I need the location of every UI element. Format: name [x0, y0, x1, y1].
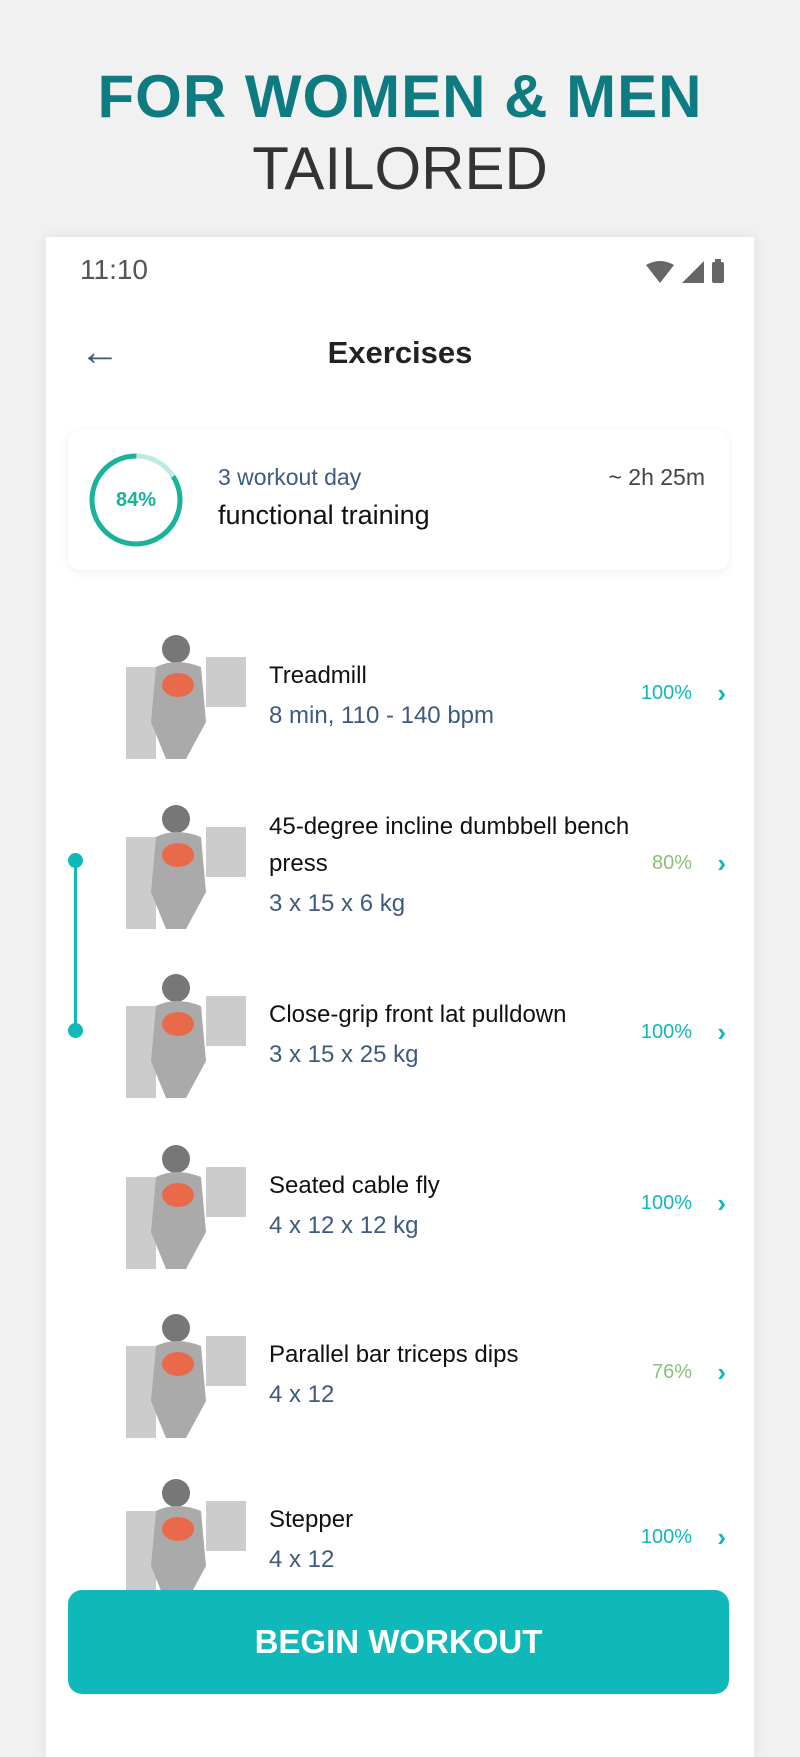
chevron-right-icon: ›: [717, 1522, 726, 1552]
chevron-right-icon: ›: [717, 1188, 726, 1218]
wifi-icon: [646, 261, 674, 283]
exercise-name: Close-grip front lat pulldown: [269, 1000, 567, 1028]
chevron-right-icon: ›: [717, 1017, 726, 1047]
exercise-detail: 4 x 12: [269, 1545, 335, 1573]
chevron-right-icon: ›: [717, 848, 726, 878]
workout-subtitle: 3 workout day: [218, 464, 362, 490]
exercise-row[interactable]: Parallel bar triceps dips 4 x 12 76% ›: [46, 1302, 754, 1442]
exercise-percent: 100%: [640, 1192, 692, 1214]
status-icons: [646, 259, 724, 283]
exercise-percent: 100%: [640, 682, 692, 704]
exercise-detail: 4 x 12 x 12 kg: [269, 1211, 419, 1239]
exercise-name: 45-degree incline dumbbell bench press: [269, 813, 630, 877]
exercise-image: [116, 966, 252, 1098]
status-time: 11:10: [80, 254, 148, 285]
exercise-percent: 76%: [651, 1361, 692, 1383]
superset-line: [74, 860, 77, 1030]
exercise-detail: 8 min, 110 - 140 bpm: [269, 701, 495, 729]
phone-screen: 11:10 ← Exercises 84% 3 workout day ~ 2h…: [46, 237, 754, 1757]
headline-line2: TAILORED: [252, 135, 548, 202]
arrow-left-icon[interactable]: ←: [80, 330, 120, 374]
exercise-name: Stepper: [269, 1505, 354, 1533]
exercise-row[interactable]: Treadmill 8 min, 110 - 140 bpm 100% ›: [46, 623, 754, 763]
page-title: Exercises: [327, 335, 473, 370]
superset-dot-start: [68, 853, 83, 868]
exercise-percent: 100%: [640, 1526, 692, 1548]
workout-summary-card: 84% 3 workout day ~ 2h 25m functional tr…: [68, 430, 729, 570]
exercise-image: [116, 627, 252, 759]
exercise-detail: 4 x 12: [269, 1380, 335, 1408]
battery-icon: [712, 259, 724, 283]
begin-workout-button[interactable]: BEGIN WORKOUT: [68, 1590, 729, 1694]
workout-name: functional training: [218, 500, 430, 530]
exercise-row[interactable]: Seated cable fly 4 x 12 x 12 kg 100% ›: [46, 1133, 754, 1273]
exercise-row[interactable]: 45-degree incline dumbbell bench press 3…: [46, 793, 754, 933]
chevron-right-icon: ›: [717, 1357, 726, 1387]
exercise-name: Parallel bar triceps dips: [269, 1340, 519, 1368]
exercise-detail: 3 x 15 x 6 kg: [269, 890, 406, 917]
exercise-detail: 3 x 15 x 25 kg: [269, 1040, 419, 1068]
exercise-image: [116, 797, 252, 929]
exercise-name: Treadmill: [269, 661, 367, 689]
progress-ring: [89, 453, 183, 547]
exercise-name: Seated cable fly: [269, 1171, 440, 1199]
exercise-image: [116, 1471, 252, 1603]
exercise-image: [116, 1137, 252, 1269]
exercise-image: [116, 1306, 252, 1438]
headline-line1: FOR WOMEN & MEN: [97, 63, 703, 130]
workout-duration: ~ 2h 25m: [608, 464, 705, 490]
progress-percent: 84%: [115, 489, 157, 511]
exercise-percent: 80%: [651, 852, 692, 874]
signal-icon: [682, 261, 704, 283]
exercise-row[interactable]: Close-grip front lat pulldown 3 x 15 x 2…: [46, 962, 754, 1102]
superset-dot-end: [68, 1023, 83, 1038]
exercise-percent: 100%: [640, 1021, 692, 1043]
chevron-right-icon: ›: [717, 678, 726, 708]
exercise-row[interactable]: Stepper 4 x 12 100% ›: [46, 1467, 754, 1607]
